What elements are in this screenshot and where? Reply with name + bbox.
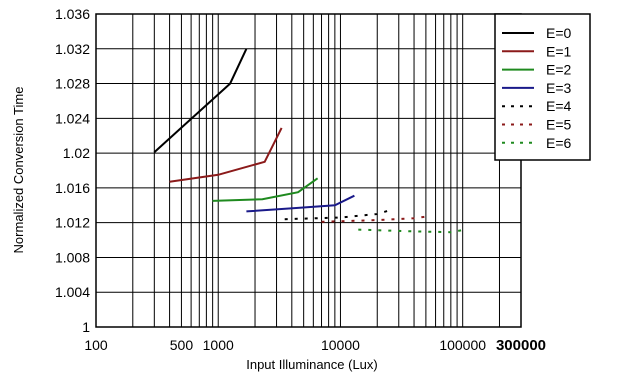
y-tick-label: 1.008 — [55, 249, 90, 265]
grid — [95, 13, 522, 328]
legend-label: E=2 — [546, 62, 572, 78]
series-line-e3 — [246, 194, 355, 213]
y-tick-label: 1.036 — [55, 6, 90, 22]
x-tick-label: 100 — [84, 337, 108, 353]
x-tick-labels: 100 500 1000 10000 100000 300000 — [84, 337, 546, 354]
y-axis-label: Normalized Conversion Time — [11, 87, 26, 254]
x-tick-label: 300000 — [496, 337, 546, 354]
legend-label: E=5 — [546, 117, 572, 133]
y-tick-labels: 1 1.004 1.008 1.012 1.016 1.02 1.024 1.028 1.032… — [55, 6, 90, 335]
legend-label: E=4 — [546, 98, 572, 114]
y-tick-label: 1 — [82, 319, 90, 335]
y-tick-label: 1.016 — [55, 180, 90, 196]
y-tick-label: 1.02 — [63, 145, 90, 161]
plot-background — [96, 14, 521, 327]
y-tick-label: 1.028 — [55, 76, 90, 92]
x-axis-label: Input Illuminance (Lux) — [246, 357, 378, 372]
y-tick-label: 1.012 — [55, 215, 90, 231]
y-tick-label: 1.004 — [55, 284, 90, 300]
legend-label: E=3 — [546, 80, 572, 96]
plot-frame — [95, 13, 522, 328]
legend-label: E=1 — [546, 43, 572, 59]
legend-label: E=0 — [546, 25, 572, 41]
legend-label: E=6 — [546, 135, 572, 151]
series-line-e2 — [212, 177, 319, 202]
y-tick-label: 1.024 — [55, 110, 90, 126]
legend: E=0 E=1 E=2 E=3 E=4 E=5 E=6 — [494, 13, 591, 161]
x-tick-label: 100000 — [439, 337, 486, 353]
series-lines — [153, 48, 466, 234]
series-line-e0 — [153, 48, 248, 153]
y-tick-label: 1.032 — [55, 41, 90, 57]
series-line-e1 — [169, 127, 283, 183]
x-tick-label: 1000 — [203, 337, 234, 353]
x-tick-label: 500 — [170, 337, 194, 353]
x-tick-label: 10000 — [321, 337, 360, 353]
